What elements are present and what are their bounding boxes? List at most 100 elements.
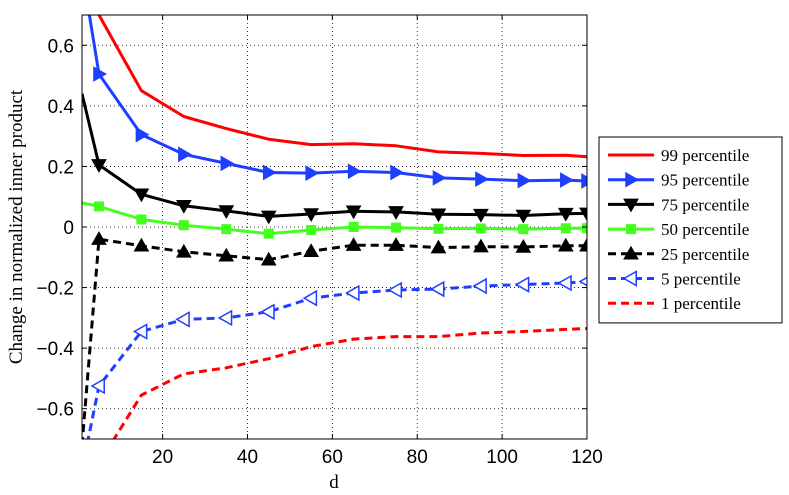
data-point: [218, 247, 235, 262]
data-point: [518, 224, 529, 235]
x-tick-label: 80: [407, 447, 428, 468]
data-point: [557, 237, 574, 252]
legend-marker: [622, 270, 637, 287]
data-point: [178, 220, 189, 231]
series-layer: [82, 15, 587, 439]
series-1: [87, 15, 587, 189]
data-point: [388, 237, 404, 251]
data-point: [91, 159, 107, 173]
data-point: [262, 164, 277, 181]
data-point: [557, 274, 572, 292]
data-point: [560, 223, 571, 234]
data-point: [475, 223, 486, 234]
data-point: [260, 251, 277, 266]
legend-marker: [625, 171, 640, 188]
data-point: [133, 188, 150, 203]
x-tick-label: 20: [152, 447, 173, 468]
data-point: [260, 303, 275, 321]
legend-entry: 95 percentile: [608, 171, 749, 190]
data-point: [90, 377, 105, 395]
data-point: [93, 66, 107, 82]
y-tick-label: 0.6: [48, 36, 74, 57]
data-point: [303, 243, 320, 257]
series-line: [87, 15, 587, 183]
legend-entry: 25 percentile: [608, 245, 749, 264]
data-point: [178, 146, 192, 163]
y-tick-label: −0.6: [36, 400, 74, 421]
y-tick-label: 0: [63, 218, 74, 239]
data-point: [582, 223, 587, 234]
data-point: [475, 171, 489, 188]
legend-label: 50 percentile: [661, 220, 749, 239]
legend-entry: 50 percentile: [608, 220, 749, 239]
y-tick-label: −0.4: [36, 339, 74, 360]
data-point: [175, 311, 190, 328]
data-point: [348, 222, 359, 232]
data-point: [391, 222, 402, 233]
x-tick-label: 60: [322, 447, 343, 468]
x-tick-label: 100: [486, 447, 518, 468]
data-point: [347, 163, 362, 180]
y-tick-label: −0.2: [36, 279, 74, 300]
data-point: [220, 155, 235, 172]
legend-entry: 75 percentile: [608, 195, 749, 214]
data-point: [429, 280, 445, 298]
data-point: [217, 309, 233, 327]
data-point: [557, 207, 574, 222]
data-point: [303, 208, 320, 222]
series-0: [97, 15, 587, 159]
data-point: [175, 243, 192, 258]
data-point: [305, 165, 320, 181]
legend-marker: [623, 198, 639, 213]
data-point: [514, 276, 530, 293]
legend-marker: [626, 224, 636, 235]
data-point: [473, 208, 489, 223]
data-point: [430, 208, 447, 223]
series-6: [112, 327, 587, 439]
series-5: [86, 274, 587, 439]
x-tick-label: 40: [237, 447, 258, 468]
data-point: [221, 224, 232, 235]
x-tick-label: 120: [571, 447, 603, 468]
legend-label: 95 percentile: [661, 171, 749, 190]
data-point: [136, 214, 147, 225]
ticks: 20 40 60 80 100 120 −0.6 −0.4 −0.2 0 0.2 0.4 0.6: [36, 15, 603, 468]
data-point: [515, 238, 532, 253]
series-4: [82, 231, 587, 439]
data-point: [175, 200, 192, 214]
series-line: [82, 93, 587, 218]
legend-entry: 1 percentile: [608, 294, 741, 313]
data-point: [93, 201, 104, 212]
data-point: [263, 228, 274, 239]
data-point: [473, 238, 489, 253]
data-point: [390, 164, 405, 181]
legend-label: 1 percentile: [661, 294, 741, 313]
data-point: [302, 289, 318, 307]
series-line: [97, 15, 587, 159]
data-point: [517, 172, 532, 189]
legend-label: 99 percentile: [661, 146, 749, 165]
data-point: [432, 170, 447, 186]
legend: 99 percentile 95 percentile 75 percentile 5…: [598, 136, 783, 324]
series-line: [82, 237, 587, 439]
data-point: [218, 205, 235, 219]
series-3: [82, 201, 587, 239]
data-point: [132, 323, 148, 340]
data-point: [91, 231, 107, 245]
data-point: [345, 205, 362, 220]
legend-label: 75 percentile: [661, 195, 749, 214]
data-point: [260, 210, 277, 225]
legend-label: 25 percentile: [661, 245, 749, 264]
data-point: [579, 237, 587, 252]
legend-entry: 99 percentile: [608, 146, 749, 165]
y-tick-label: 0.2: [48, 157, 74, 178]
data-point: [306, 225, 317, 236]
data-point: [135, 126, 150, 143]
series-line: [82, 201, 587, 236]
data-point: [560, 172, 574, 188]
legend-marker: [623, 245, 639, 260]
legend-entry: 5 percentile: [608, 270, 741, 289]
x-axis-label: d: [329, 472, 339, 493]
data-point: [579, 207, 587, 222]
